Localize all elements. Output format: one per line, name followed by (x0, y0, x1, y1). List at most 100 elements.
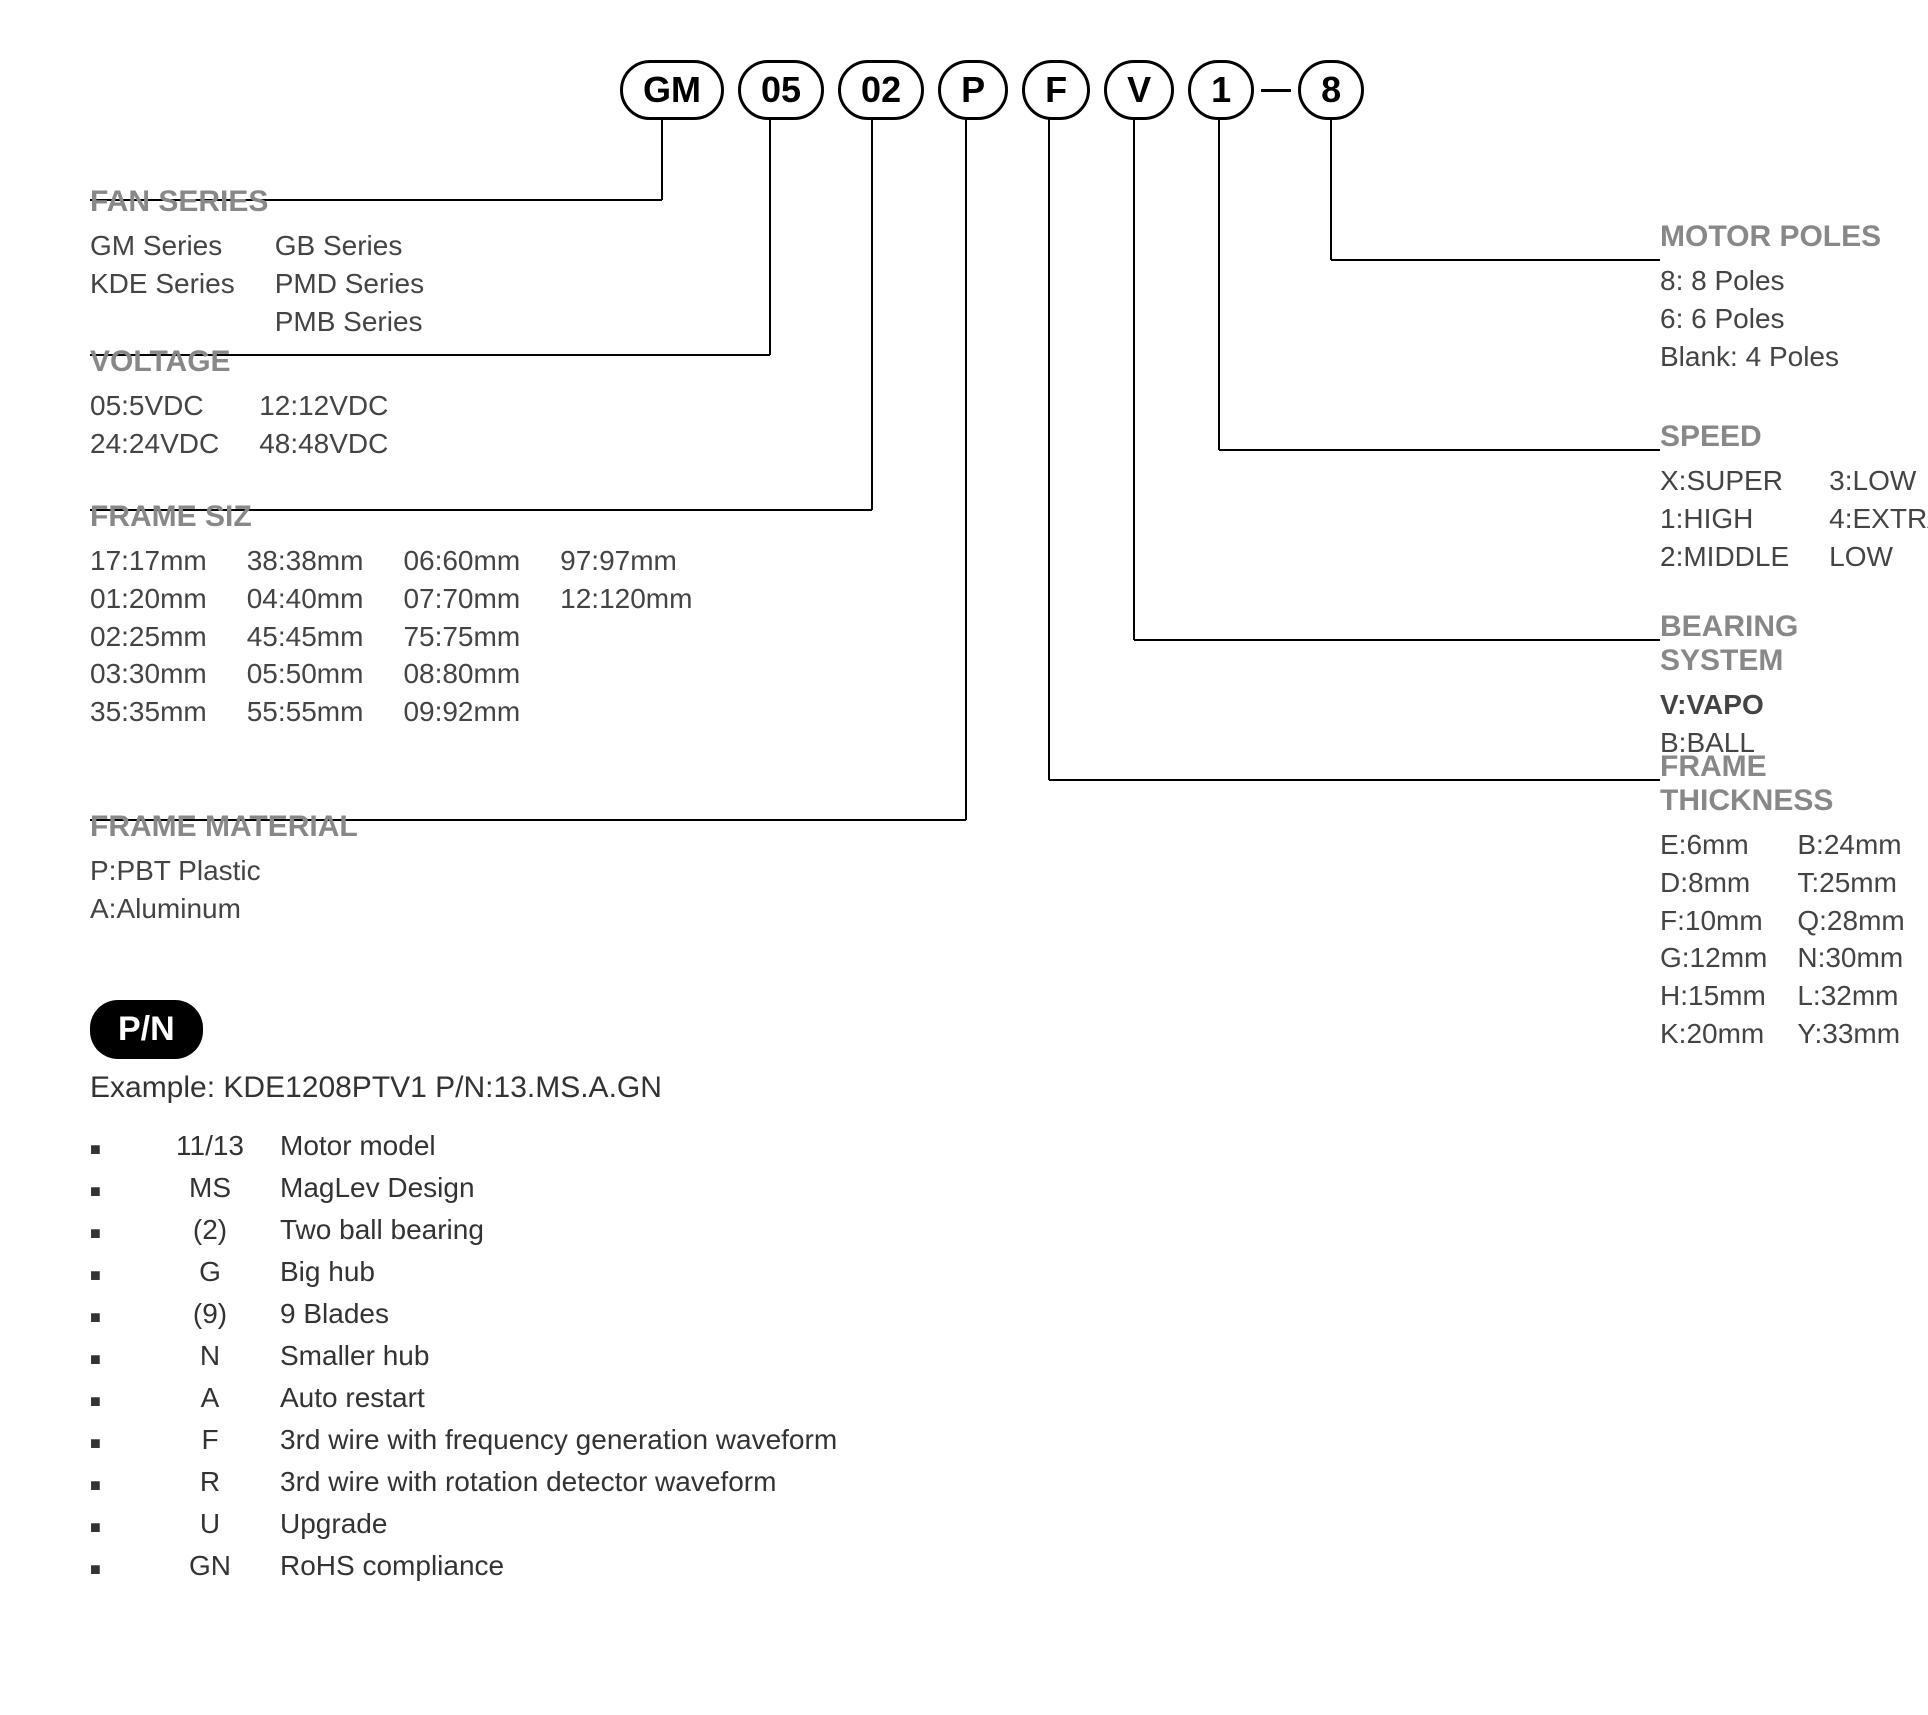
pn-row: ■(9)9 Blades (90, 1293, 837, 1335)
list-item: 2:MIDDLE (1660, 538, 1789, 576)
list-item: 06:60mm (403, 542, 520, 580)
pn-desc: Motor model (280, 1125, 837, 1167)
pn-section: P/N Example: KDE1208PTV1 P/N:13.MS.A.GN … (90, 1000, 837, 1587)
frame-size-items: 17:17mm01:20mm02:25mm03:30mm35:35mm 38:38… (90, 542, 692, 731)
list-item: GM Series (90, 227, 235, 265)
pn-row: ■11/13Motor model (90, 1125, 837, 1167)
part-code-boxes: GM0502PFV18 (620, 60, 1364, 120)
pn-code: GN (140, 1545, 280, 1587)
list-item: 97:97mm (560, 542, 692, 580)
code-box-8: 8 (1298, 60, 1364, 120)
fan-series-items: GM SeriesKDE SeriesGB SeriesPMD SeriesPM… (90, 227, 424, 340)
bullet-icon: ■ (90, 1178, 140, 1205)
list-item: 07:70mm (403, 580, 520, 618)
list-item: X:SUPER (1660, 462, 1789, 500)
bullet-icon: ■ (90, 1262, 140, 1289)
list-item: 12:12VDC (259, 387, 388, 425)
list-item: 04:40mm (247, 580, 364, 618)
motor-poles-title: MOTOR POLES (1660, 220, 1910, 254)
code-box-05: 05 (738, 60, 824, 120)
pn-row: ■R3rd wire with rotation detector wavefo… (90, 1461, 837, 1503)
list-item: A:Aluminum (90, 890, 261, 928)
frame-material-section: FRAME MATERIAL P:PBT PlasticA:Aluminum (90, 810, 358, 928)
list-item: B:24mm (1797, 826, 1904, 864)
frame-thickness-items: E:6mmD:8mmF:10mmG:12mmH:15mmK:20mmB:24mm… (1660, 826, 1920, 1053)
pn-row: ■NSmaller hub (90, 1335, 837, 1377)
pn-desc: Upgrade (280, 1503, 837, 1545)
list-item: 4:EXTRA LOW (1829, 500, 1928, 576)
pn-code: MS (140, 1167, 280, 1209)
list-item: 38:38mm (247, 542, 364, 580)
list-item: 12:120mm (560, 580, 692, 618)
bullet-icon: ■ (90, 1136, 140, 1163)
list-item: Q:28mm (1797, 902, 1904, 940)
pn-desc: Two ball bearing (280, 1209, 837, 1251)
list-item: 17:17mm (90, 542, 207, 580)
bullet-icon: ■ (90, 1346, 140, 1373)
speed-items: X:SUPER1:HIGH2:MIDDLE3:LOW4:EXTRA LOW (1660, 462, 1920, 575)
list-item: 1:HIGH (1660, 500, 1789, 538)
pn-row: ■AAuto restart (90, 1377, 837, 1419)
pn-row: ■(2)Two ball bearing (90, 1209, 837, 1251)
frame-thickness-section: FRAME THICKNESS E:6mmD:8mmF:10mmG:12mmH:… (1660, 750, 1920, 1053)
bullet-icon: ■ (90, 1430, 140, 1457)
bullet-icon: ■ (90, 1472, 140, 1499)
list-item: G:12mm (1660, 939, 1767, 977)
list-item: 35:35mm (90, 693, 207, 731)
list-item: 05:5VDC (90, 387, 219, 425)
list-item: KDE Series (90, 265, 235, 303)
list-item: D:8mm (1660, 864, 1767, 902)
bullet-icon: ■ (90, 1304, 140, 1331)
pn-row: ■MSMagLev Design (90, 1167, 837, 1209)
pn-row: ■GBig hub (90, 1251, 837, 1293)
pn-desc: MagLev Design (280, 1167, 837, 1209)
bullet-icon: ■ (90, 1220, 140, 1247)
pn-example: Example: KDE1208PTV1 P/N:13.MS.A.GN (90, 1071, 837, 1105)
pn-code: (9) (140, 1293, 280, 1335)
list-item: 24:24VDC (90, 425, 219, 463)
list-item: V:VAPO (1660, 686, 1764, 724)
pn-desc: 3rd wire with frequency generation wavef… (280, 1419, 837, 1461)
pn-code: U (140, 1503, 280, 1545)
list-item: N:30mm (1797, 939, 1904, 977)
pn-code: R (140, 1461, 280, 1503)
list-item: 55:55mm (247, 693, 364, 731)
list-item: GB Series (275, 227, 424, 265)
list-item: 01:20mm (90, 580, 207, 618)
pn-code: F (140, 1419, 280, 1461)
code-box-p: P (938, 60, 1008, 120)
pn-code: (2) (140, 1209, 280, 1251)
pn-row: ■F3rd wire with frequency generation wav… (90, 1419, 837, 1461)
pn-desc: RoHS compliance (280, 1545, 837, 1587)
list-item: 03:30mm (90, 655, 207, 693)
list-item: 08:80mm (403, 655, 520, 693)
code-connector-line (1261, 89, 1291, 92)
speed-section: SPEED X:SUPER1:HIGH2:MIDDLE3:LOW4:EXTRA … (1660, 420, 1920, 575)
code-box-f: F (1022, 60, 1090, 120)
list-item: 3:LOW (1829, 462, 1928, 500)
list-item: T:25mm (1797, 864, 1904, 902)
list-item: 02:25mm (90, 618, 207, 656)
frame-size-section: FRAME SIZ 17:17mm01:20mm02:25mm03:30mm35… (90, 500, 692, 731)
pn-desc: Auto restart (280, 1377, 837, 1419)
list-item: 8: 8 Poles (1660, 262, 1839, 300)
list-item: 6: 6 Poles (1660, 300, 1839, 338)
pn-badge: P/N (90, 1000, 203, 1059)
pn-list: ■11/13Motor model■MSMagLev Design■(2)Two… (90, 1125, 837, 1587)
list-item: Y:33mm (1797, 1015, 1904, 1053)
fan-series-section: FAN SERIES GM SeriesKDE SeriesGB SeriesP… (90, 185, 424, 340)
pn-desc: 9 Blades (280, 1293, 837, 1335)
pn-desc: Smaller hub (280, 1335, 837, 1377)
list-item: 48:48VDC (259, 425, 388, 463)
bullet-icon: ■ (90, 1514, 140, 1541)
list-item: 45:45mm (247, 618, 364, 656)
bearing-title: BEARING SYSTEM (1660, 610, 1920, 678)
list-item: K:20mm (1660, 1015, 1767, 1053)
code-box-1: 1 (1188, 60, 1254, 120)
pn-desc: Big hub (280, 1251, 837, 1293)
list-item: 75:75mm (403, 618, 520, 656)
list-item: H:15mm (1660, 977, 1767, 1015)
pn-code: A (140, 1377, 280, 1419)
frame-material-items: P:PBT PlasticA:Aluminum (90, 852, 358, 928)
pn-code: N (140, 1335, 280, 1377)
